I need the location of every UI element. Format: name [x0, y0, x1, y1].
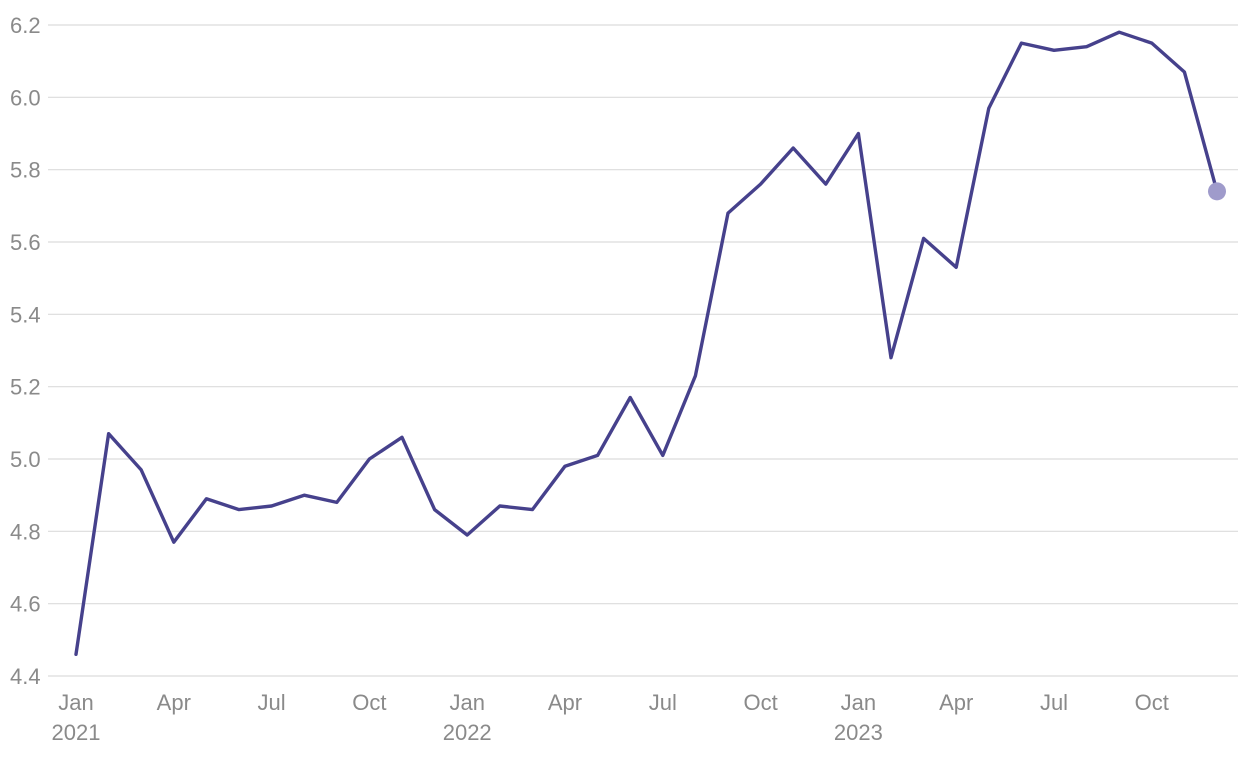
y-tick-label: 5.4 — [10, 302, 41, 327]
y-tick-label: 6.0 — [10, 85, 41, 110]
y-tick-label: 5.2 — [10, 375, 41, 400]
end-point-marker — [1208, 182, 1226, 201]
y-tick-label: 5.0 — [10, 447, 41, 472]
x-tick-label: Oct — [1135, 690, 1169, 715]
x-tick-label: Oct — [743, 690, 777, 715]
x-tick-year-label: 2022 — [443, 720, 492, 745]
x-tick-label: Jan — [841, 690, 876, 715]
x-tick-label: Jul — [258, 690, 286, 715]
x-tick-label: Apr — [548, 690, 582, 715]
y-tick-label: 4.8 — [10, 519, 41, 544]
x-tick-year-label: 2021 — [52, 720, 101, 745]
x-tick-year-label: 2023 — [834, 720, 883, 745]
y-tick-label: 4.4 — [10, 664, 41, 689]
series-layer — [74, 30, 1226, 656]
x-tick-label: Apr — [157, 690, 191, 715]
x-tick-label: Jan — [449, 690, 484, 715]
y-tick-label: 5.8 — [10, 158, 41, 183]
x-tick-label: Apr — [939, 690, 973, 715]
y-tick-label: 4.6 — [10, 592, 41, 617]
y-tick-label: 6.2 — [10, 13, 41, 38]
x-tick-label: Jan — [58, 690, 93, 715]
series-line — [74, 30, 1219, 656]
grid-lines — [48, 24, 1238, 677]
y-tick-label: 5.6 — [10, 230, 41, 255]
x-tick-label: Jul — [649, 690, 677, 715]
y-axis-ticks: 4.4 4.6 4.8 5.0 5.2 5.4 5.6 5.8 6.0 6.2 — [10, 13, 41, 689]
x-tick-label: Oct — [352, 690, 386, 715]
x-axis-ticks: Jan 2021 Apr Jul Oct Jan 2022 Apr Jul Oct Jan 2023 A… — [52, 690, 1169, 745]
x-tick-label: Jul — [1040, 690, 1068, 715]
